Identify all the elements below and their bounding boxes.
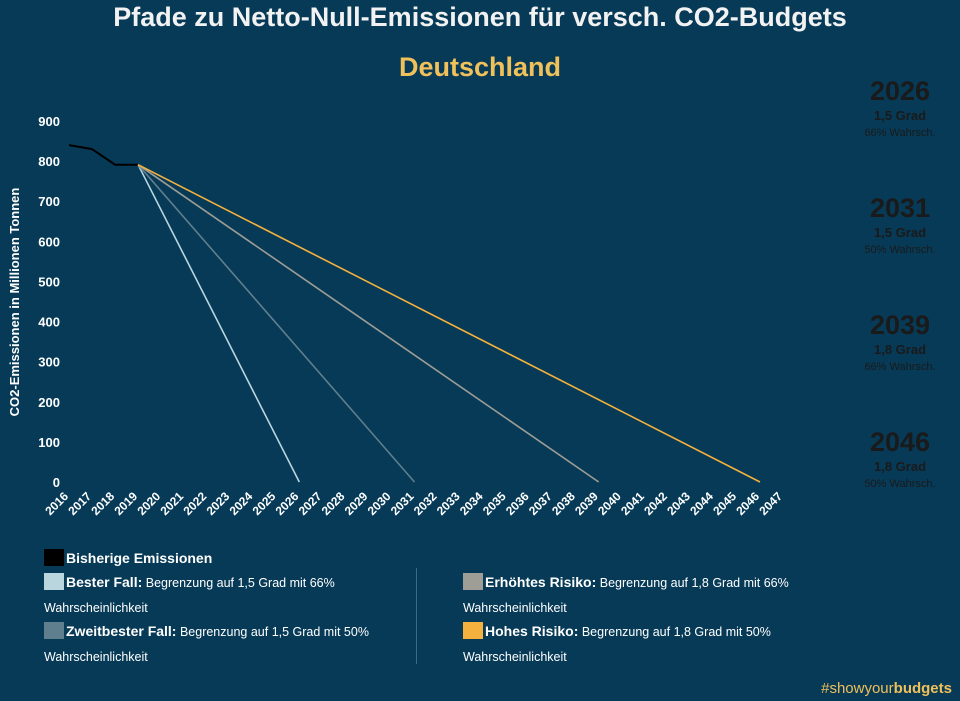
x-tick-label: 2026 [273,489,302,518]
y-axis-label: CO2-Emissionen in Millionen Tonnen [7,188,22,417]
legend-text2: Wahrscheinlichkeit [463,601,567,615]
circle-degree: 1,5 Grad [873,108,927,123]
circle-year: 2026 [869,76,931,106]
x-tick-label: 2019 [111,489,140,518]
legend-tag: Erhöhtes Risiko: [485,574,597,590]
legend-high: Hohes Risiko: Begrenzung auf 1,8 Grad mi… [463,619,771,670]
y-tick-label: 700 [38,194,60,209]
legend-swatch [463,622,483,639]
series-line [137,163,761,483]
y-tick-label: 600 [38,234,60,249]
circle-degree: 1,8 Grad [873,459,927,474]
legend-text: Begrenzung auf 1,5 Grad mit 66% [145,576,335,590]
circle-probability: 50% Wahrsch. [864,478,936,490]
legend-best: Bester Fall: Begrenzung auf 1,5 Grad mit… [44,570,335,621]
hashtag-post: budgets [893,680,952,697]
circle-2026: 2026 1,5 Grad 66% Wahrsch. [847,62,953,168]
chart-title: Pfade zu Netto-Null-Emissionen für versc… [113,2,847,32]
legend-swatch [44,549,64,566]
legend-text2: Wahrscheinlichkeit [44,650,148,664]
x-tick-label: 2042 [641,489,670,518]
x-tick-label: 2035 [480,489,509,518]
x-tick-label: 2047 [756,489,785,518]
x-tick-label: 2045 [710,489,739,518]
x-tick-label: 2024 [227,489,256,518]
x-tick-label: 2022 [181,489,210,518]
y-tick-label: 300 [38,355,60,370]
circle-degree: 1,8 Grad [873,342,927,357]
x-tick-label: 2038 [549,489,578,518]
series-line [137,164,416,483]
circle-2039: 2039 1,8 Grad 66% Wahrsch. [847,296,953,402]
legend-second: Zweitbester Fall: Begrenzung auf 1,5 Gra… [44,619,369,670]
circle-2031: 2031 1,5 Grad 50% Wahrsch. [847,179,953,285]
legend-tag: Zweitbester Fall: [66,623,177,639]
series-line [137,164,600,483]
x-tick-label: 2020 [134,489,163,518]
y-tick-label: 500 [38,274,60,289]
x-tick-label: 2032 [411,489,440,518]
legend-text2: Wahrscheinlichkeit [44,601,148,615]
legend-tag: Hohes Risiko: [485,623,579,639]
legend-swatch [44,622,64,639]
line-chart: 0 100 200 300 400 500 600 700 800 900 201620172018… [7,114,785,518]
circle-probability: 50% Wahrsch. [864,244,936,256]
y-tick-label: 900 [38,114,60,129]
hashtag: #showyourbudgets [821,680,952,697]
x-tick-label: 2016 [42,489,71,518]
circle-degree: 1,5 Grad [873,225,927,240]
legend-text: Begrenzung auf 1,8 Grad mit 50% [581,625,771,639]
x-tick-label: 2028 [319,489,348,518]
series-line [68,144,139,166]
x-tick-label: 2027 [296,489,325,518]
x-tick-label: 2030 [365,489,394,518]
legend-swatch [463,573,483,590]
circle-year: 2039 [869,310,931,340]
x-tick-label: 2044 [687,489,716,518]
legend-text2: Wahrscheinlichkeit [463,650,567,664]
legend-text: Begrenzung auf 1,8 Grad mit 66% [599,576,789,590]
circle-year: 2031 [869,193,931,223]
legend-divider [416,568,417,664]
circle-year: 2046 [869,427,931,457]
hashtag-pre: #showyour [821,680,894,697]
chart-subtitle: Deutschland [398,52,562,82]
x-tick-label: 2029 [342,489,371,518]
x-tick-label: 2031 [388,489,417,518]
circle-2046: 2046 1,8 Grad 50% Wahrsch. [847,413,953,519]
y-tick-label: 800 [38,154,60,169]
x-tick-label: 2036 [503,489,532,518]
y-tick-label: 100 [38,435,60,450]
x-tick-label: 2034 [457,489,486,518]
x-tick-label: 2046 [733,489,762,518]
legend-tag: Bester Fall: [66,574,143,590]
y-tick-label: 200 [38,395,60,410]
circle-probability: 66% Wahrsch. [864,127,936,139]
x-tick-label: 2043 [664,489,693,518]
x-tick-label: 2040 [595,489,624,518]
legend-swatch [44,573,64,590]
x-tick-label: 2023 [204,489,233,518]
legend-label: Bisherige Emissionen [66,550,213,566]
x-tick-label: 2033 [434,489,463,518]
circle-probability: 66% Wahrsch. [864,361,936,373]
y-tick-label: 400 [38,315,60,330]
legend-elevated: Erhöhtes Risiko: Begrenzung auf 1,8 Grad… [463,570,789,621]
x-tick-label: 2018 [88,489,117,518]
series-line [137,164,301,483]
x-tick-label: 2021 [158,489,187,518]
x-tick-label: 2039 [572,489,601,518]
legend-historic: Bisherige Emissionen [44,546,212,572]
y-tick-label: 0 [53,475,60,490]
x-tick-label: 2025 [250,489,279,518]
legend-text: Begrenzung auf 1,5 Grad mit 50% [179,625,369,639]
x-tick-label: 2037 [526,489,555,518]
x-tick-label: 2017 [65,489,94,518]
x-tick-label: 2041 [618,489,647,518]
